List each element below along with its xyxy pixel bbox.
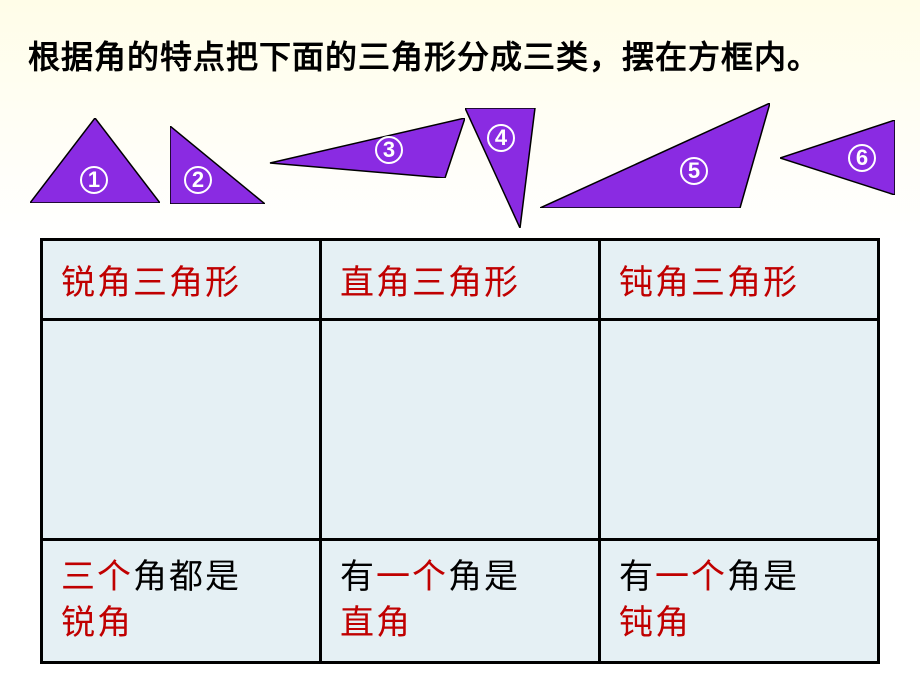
triangle-5[interactable]: 5 xyxy=(540,103,770,208)
header-obtuse: 钝角三角形 xyxy=(600,240,879,320)
desc-right-key: 直角 xyxy=(340,605,412,642)
desc-obtuse-one: 一个 xyxy=(655,559,727,596)
drop-cell-right[interactable] xyxy=(321,320,600,540)
triangle-label-4: 4 xyxy=(487,124,515,152)
desc-obtuse-pre: 有 xyxy=(619,559,655,596)
desc-right-mid: 角是 xyxy=(448,559,520,596)
desc-obtuse-mid: 角是 xyxy=(727,559,799,596)
triangle-label-6: 6 xyxy=(848,144,876,172)
header-acute: 锐角三角形 xyxy=(42,240,321,320)
triangle-shape-icon xyxy=(220,118,465,178)
desc-acute-key: 锐角 xyxy=(61,605,133,642)
triangle-shape-icon xyxy=(540,103,770,208)
triangle-label-3: 3 xyxy=(375,136,403,164)
instruction-title: 根据角的特点把下面的三角形分成三类，摆在方框内。 xyxy=(28,32,900,78)
desc-right-pre: 有 xyxy=(340,559,376,596)
triangle-label-5: 5 xyxy=(680,157,708,185)
table-desc-row: 三个角都是 锐角 有一个角是 直角 有一个角是 钝角 xyxy=(42,540,879,663)
triangle-3[interactable]: 3 xyxy=(220,118,465,178)
triangle-label-1: 1 xyxy=(80,166,108,194)
drop-cell-acute[interactable] xyxy=(42,320,321,540)
table-header-row: 锐角三角形 直角三角形 钝角三角形 xyxy=(42,240,879,320)
triangle-label-2: 2 xyxy=(184,166,212,194)
header-right: 直角三角形 xyxy=(321,240,600,320)
desc-obtuse-key: 钝角 xyxy=(619,605,691,642)
desc-obtuse: 有一个角是 钝角 xyxy=(600,540,879,663)
triangle-1[interactable]: 1 xyxy=(30,118,160,203)
triangle-shape-icon xyxy=(780,120,895,195)
desc-right: 有一个角是 直角 xyxy=(321,540,600,663)
drop-cell-obtuse[interactable] xyxy=(600,320,879,540)
desc-right-one: 一个 xyxy=(376,559,448,596)
desc-acute-mid: 角都是 xyxy=(133,559,241,596)
table-body-row xyxy=(42,320,879,540)
desc-acute-pre: 三个 xyxy=(61,559,133,596)
triangle-4[interactable]: 4 xyxy=(465,108,545,228)
slide-root: 根据角的特点把下面的三角形分成三类，摆在方框内。 1 2 3 4 5 6 锐角三角形 直角… xyxy=(0,0,920,690)
desc-acute: 三个角都是 锐角 xyxy=(42,540,321,663)
classification-table: 锐角三角形 直角三角形 钝角三角形 三个角都是 锐角 有一个角是 直角 有一个角… xyxy=(40,238,880,664)
triangles-row: 1 2 3 4 5 6 xyxy=(30,88,900,228)
triangle-6[interactable]: 6 xyxy=(780,120,895,195)
